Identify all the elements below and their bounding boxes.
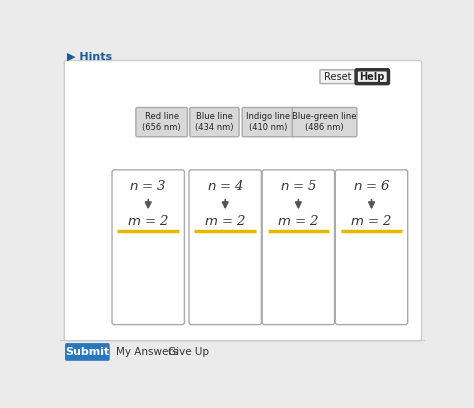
Text: Help: Help bbox=[360, 72, 385, 82]
FancyBboxPatch shape bbox=[356, 70, 389, 84]
FancyBboxPatch shape bbox=[112, 170, 184, 325]
Text: Blue line
(434 nm): Blue line (434 nm) bbox=[195, 112, 234, 132]
Text: Indigo line
(410 nm): Indigo line (410 nm) bbox=[246, 112, 291, 132]
Text: $n$ = 6: $n$ = 6 bbox=[353, 179, 391, 193]
FancyBboxPatch shape bbox=[320, 70, 356, 84]
Text: $m$ = 2: $m$ = 2 bbox=[127, 215, 169, 228]
Text: $n$ = 4: $n$ = 4 bbox=[207, 179, 244, 193]
Text: Red line
(656 nm): Red line (656 nm) bbox=[142, 112, 181, 132]
Text: Submit: Submit bbox=[65, 347, 109, 357]
FancyBboxPatch shape bbox=[262, 170, 335, 325]
Text: Reset: Reset bbox=[324, 72, 351, 82]
Text: $n$ = 5: $n$ = 5 bbox=[280, 179, 317, 193]
FancyBboxPatch shape bbox=[65, 343, 109, 361]
FancyBboxPatch shape bbox=[335, 170, 408, 325]
FancyBboxPatch shape bbox=[292, 107, 357, 137]
FancyBboxPatch shape bbox=[190, 107, 239, 137]
Text: My Answers: My Answers bbox=[116, 347, 178, 357]
Text: $n$ = 3: $n$ = 3 bbox=[129, 179, 167, 193]
FancyBboxPatch shape bbox=[136, 107, 188, 137]
FancyBboxPatch shape bbox=[242, 107, 294, 137]
Text: Blue-green line
(486 nm): Blue-green line (486 nm) bbox=[292, 112, 357, 132]
Text: $m$ = 2: $m$ = 2 bbox=[277, 215, 319, 228]
Text: $m$ = 2: $m$ = 2 bbox=[350, 215, 392, 228]
Text: $m$ = 2: $m$ = 2 bbox=[204, 215, 246, 228]
FancyBboxPatch shape bbox=[189, 170, 261, 325]
Text: Give Up: Give Up bbox=[168, 347, 209, 357]
Text: ▶ Hints: ▶ Hints bbox=[66, 52, 112, 62]
FancyBboxPatch shape bbox=[64, 60, 421, 341]
